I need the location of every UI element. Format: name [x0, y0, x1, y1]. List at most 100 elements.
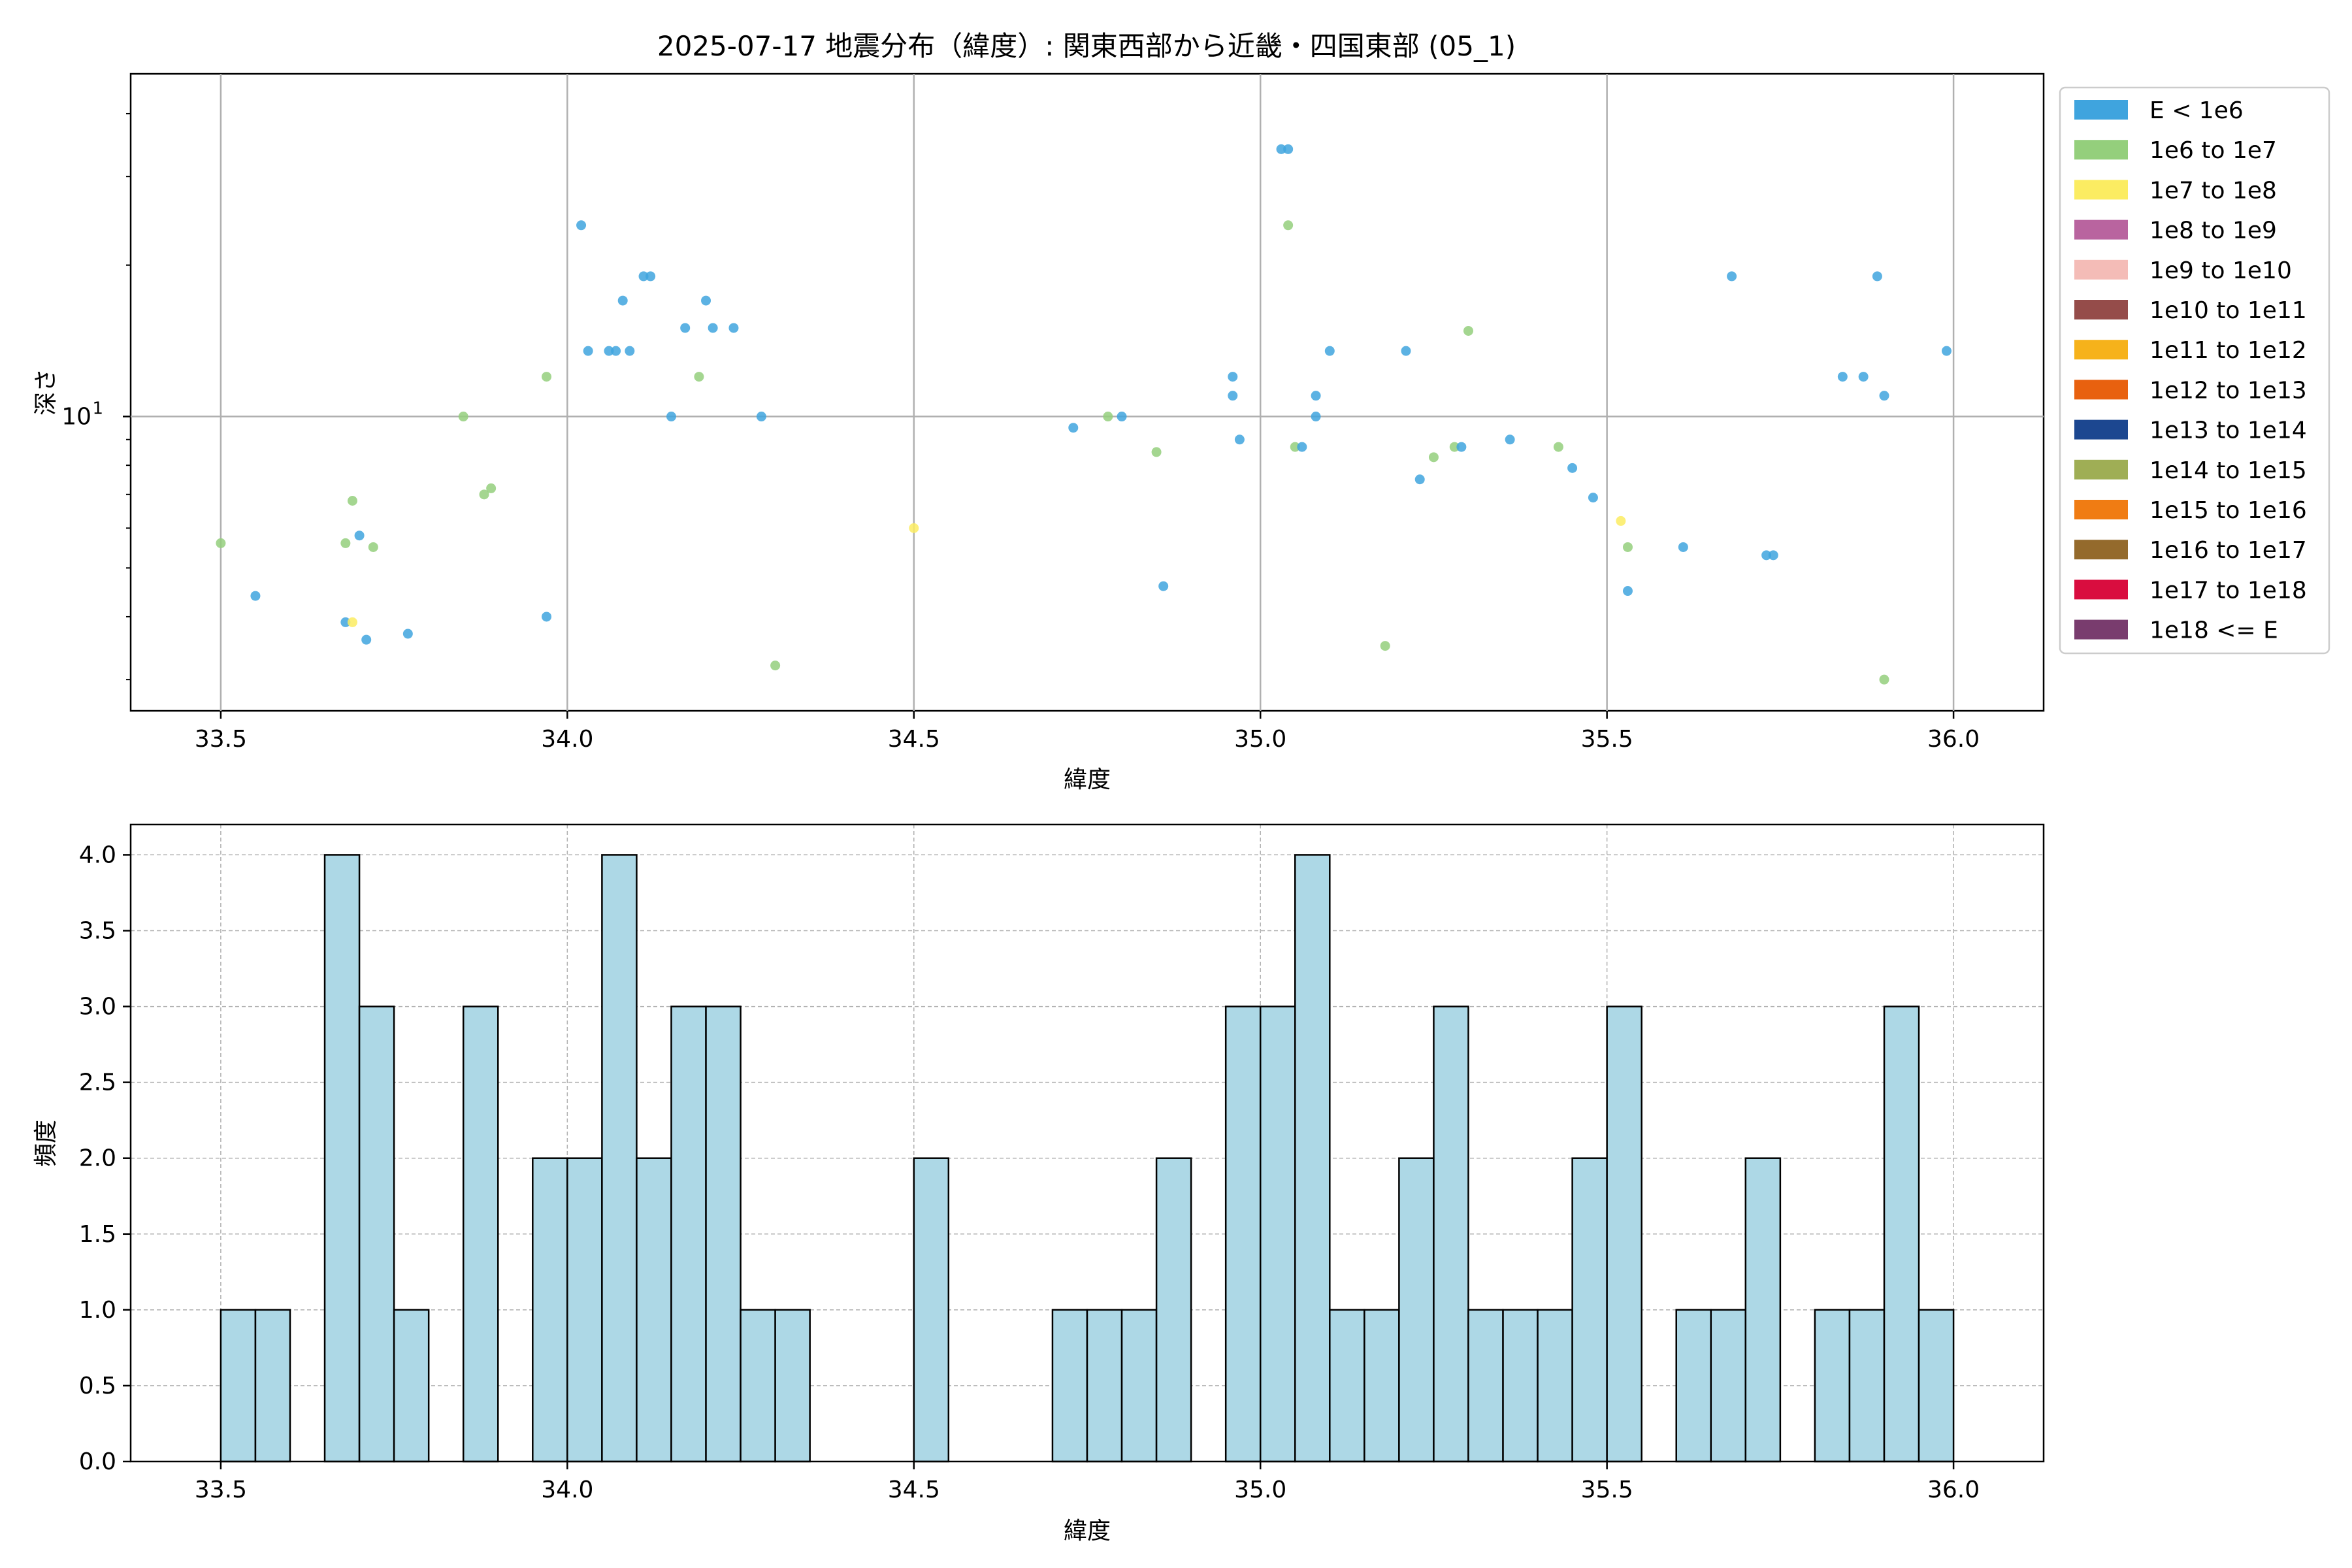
legend-label: 1e8 to 1e9 — [2149, 218, 2277, 244]
histogram-y-axis-label: 頻度 — [33, 1120, 59, 1167]
scatter-point — [694, 372, 704, 382]
scatter-point — [604, 346, 614, 356]
scatter-point — [1588, 493, 1598, 503]
scatter-point — [1872, 271, 1882, 282]
histogram-bar — [1259, 1005, 1296, 1463]
legend-label: 1e16 to 1e17 — [2149, 537, 2307, 564]
histogram-bar — [1744, 1157, 1782, 1463]
scatter-point — [1879, 674, 1889, 685]
legend-swatch — [2074, 340, 2128, 360]
scatter-point — [1761, 550, 1772, 561]
scatter-x-tick-label: 35.0 — [1234, 726, 1286, 753]
legend-label: 1e17 to 1e18 — [2149, 577, 2307, 604]
scatter-point — [347, 617, 357, 627]
scatter-point — [1768, 550, 1778, 561]
histogram-y-tick-label: 4.0 — [79, 841, 116, 868]
scatter-point — [1727, 271, 1737, 282]
histogram-bar — [323, 854, 361, 1463]
histogram-bar — [462, 1005, 499, 1463]
legend-label: 1e14 to 1e15 — [2149, 457, 2307, 484]
scatter-point — [458, 412, 468, 422]
scatter-point — [1234, 434, 1245, 445]
histogram-bar — [1918, 1309, 1955, 1463]
scatter-point — [1068, 423, 1079, 433]
legend-swatch — [2074, 459, 2128, 480]
legend-swatch — [2074, 140, 2128, 160]
scatter-y-tick-exponent: 1 — [92, 399, 103, 419]
histogram-x-tick-label: 35.0 — [1234, 1477, 1286, 1503]
scatter-point — [1567, 463, 1578, 473]
histogram-y-tick-label: 2.5 — [79, 1070, 116, 1096]
figure-title: 2025-07-17 地震分布（緯度）: 関東西部から近畿・四国東部 (05_1… — [657, 30, 1516, 62]
histogram-bar — [1086, 1309, 1123, 1463]
histogram-bar — [1606, 1005, 1642, 1463]
legend-swatch — [2074, 259, 2128, 280]
scatter-x-tick-label: 36.0 — [1927, 726, 1980, 753]
scatter-point — [1117, 412, 1127, 422]
scatter-point — [1324, 346, 1335, 356]
scatter-x-axis: 33.5 34.0 34.5 35.0 35.5 36.0 — [195, 711, 1980, 753]
scatter-point — [1151, 447, 1162, 457]
scatter-point — [666, 412, 676, 422]
histogram-bar — [1398, 1157, 1435, 1463]
scatter-x-tick-label: 34.0 — [541, 726, 593, 753]
histogram-bar — [220, 1309, 257, 1463]
scatter-point — [1311, 412, 1321, 422]
scatter-points — [216, 144, 1952, 685]
histogram-bar — [1814, 1309, 1851, 1463]
scatter-point — [756, 412, 766, 422]
legend-label: 1e7 to 1e8 — [2149, 177, 2277, 204]
legend-label: 1e15 to 1e16 — [2149, 497, 2307, 524]
histogram-x-tick-label: 34.5 — [888, 1477, 940, 1503]
scatter-x-tick-label: 35.5 — [1581, 726, 1633, 753]
scatter-point — [1505, 434, 1515, 445]
scatter-point — [611, 346, 621, 356]
scatter-point — [576, 220, 587, 231]
scatter-point — [542, 612, 552, 622]
histogram-bar — [1537, 1309, 1573, 1463]
legend-frame — [2059, 86, 2330, 655]
histogram-bar — [1294, 854, 1331, 1463]
legend-label: 1e6 to 1e7 — [2149, 137, 2277, 164]
legend-swatch — [2074, 180, 2128, 200]
scatter-point — [340, 538, 351, 548]
histogram-y-axis: 0.0 0.5 1.0 1.5 2.0 2.5 3.0 3.5 4.0 — [79, 841, 131, 1475]
histogram-bar — [740, 1309, 776, 1463]
scatter-point — [542, 372, 552, 382]
scatter-y-axis-label: 深さ — [33, 368, 59, 416]
scatter-point — [1678, 542, 1688, 552]
histogram-bar — [705, 1005, 742, 1463]
scatter-point — [1616, 515, 1626, 526]
legend-label: 1e13 to 1e14 — [2149, 417, 2307, 444]
legend-label: 1e10 to 1e11 — [2149, 297, 2307, 324]
scatter-point — [1380, 641, 1390, 651]
histogram-y-tick-label: 3.5 — [79, 918, 116, 945]
histogram-x-axis: 33.5 34.0 34.5 35.0 35.5 36.0 — [195, 1462, 1980, 1503]
histogram-x-tick-label: 36.0 — [1927, 1477, 1980, 1503]
histogram-y-tick-label: 0.0 — [79, 1448, 116, 1475]
histogram-bar — [1329, 1309, 1365, 1463]
histogram-panel: 33.5 34.0 34.5 35.0 35.5 36.0 0.0 0.5 1.0 1.5 2.0… — [33, 823, 2045, 1544]
histogram-bar — [358, 1005, 395, 1463]
histogram-frame — [129, 823, 2045, 1463]
scatter-point — [617, 295, 628, 306]
histogram-bars — [220, 854, 1955, 1463]
histogram-bar — [913, 1157, 950, 1463]
scatter-point — [479, 489, 489, 500]
histogram-bar — [1710, 1309, 1747, 1463]
scatter-point — [1837, 372, 1848, 382]
scatter-point — [1311, 391, 1321, 401]
scatter-point — [645, 271, 656, 282]
histogram-bar — [1848, 1309, 1886, 1463]
scatter-point — [1449, 442, 1460, 452]
histogram-x-tick-label: 34.0 — [541, 1477, 593, 1503]
histogram-y-tick-label: 1.5 — [79, 1221, 116, 1248]
histogram-bar — [1364, 1309, 1400, 1463]
legend-swatch — [2074, 619, 2128, 640]
histogram-bar — [1502, 1309, 1539, 1463]
histogram-y-tick-label: 3.0 — [79, 994, 116, 1021]
legend-label: 1e12 to 1e13 — [2149, 377, 2307, 404]
scatter-point — [680, 323, 691, 333]
legend-swatch — [2074, 300, 2128, 319]
